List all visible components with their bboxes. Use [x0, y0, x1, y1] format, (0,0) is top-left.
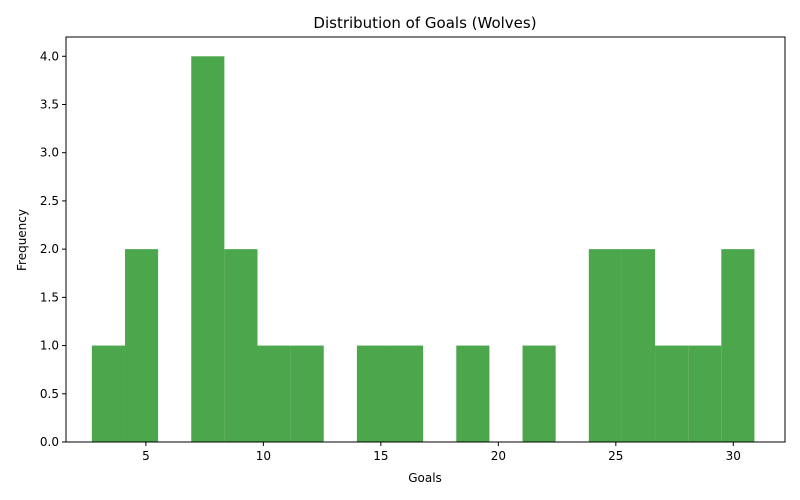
histogram-bar — [191, 56, 225, 443]
histogram-bar — [621, 249, 656, 442]
histogram-bar — [688, 345, 722, 442]
x-tick-label: 20 — [491, 449, 506, 463]
histogram-bar — [224, 249, 258, 442]
y-axis-ticks: 0.0 0.5 1.0 1.5 2.0 2.5 3.0 3.5 4.0 — [40, 49, 66, 449]
y-tick-label: 4.0 — [40, 49, 59, 63]
y-tick-label: 2.0 — [40, 242, 59, 256]
histogram-bar — [356, 345, 391, 442]
histogram-bar — [655, 345, 689, 442]
x-tick-label: 5 — [142, 449, 150, 463]
y-tick-label: 1.5 — [40, 290, 59, 304]
x-tick-label: 15 — [373, 449, 388, 463]
bars-group — [91, 56, 755, 443]
histogram-bar — [390, 345, 424, 442]
y-tick-label: 0.5 — [40, 387, 59, 401]
histogram-bar — [290, 345, 324, 442]
histogram-bar — [257, 345, 291, 442]
histogram-bar — [91, 345, 125, 442]
histogram-bar — [456, 345, 490, 442]
histogram-bar — [588, 249, 622, 442]
histogram-bar — [721, 249, 755, 442]
x-tick-label: 30 — [726, 449, 741, 463]
y-tick-label: 2.5 — [40, 194, 59, 208]
x-axis-ticks: 5 10 15 20 25 30 — [142, 442, 741, 463]
x-tick-label: 10 — [256, 449, 271, 463]
y-tick-label: 3.0 — [40, 146, 59, 160]
chart-title: Distribution of Goals (Wolves) — [313, 14, 536, 32]
plot-frame — [65, 36, 786, 443]
y-tick-label: 1.0 — [40, 339, 59, 353]
x-tick-label: 25 — [608, 449, 623, 463]
y-axis-title: Frequency — [15, 209, 29, 271]
x-axis-title: Goals — [408, 471, 442, 485]
y-tick-label: 0.0 — [40, 435, 59, 449]
histogram-bar — [522, 345, 556, 442]
y-tick-label: 3.5 — [40, 98, 59, 112]
histogram-bar — [124, 249, 159, 442]
